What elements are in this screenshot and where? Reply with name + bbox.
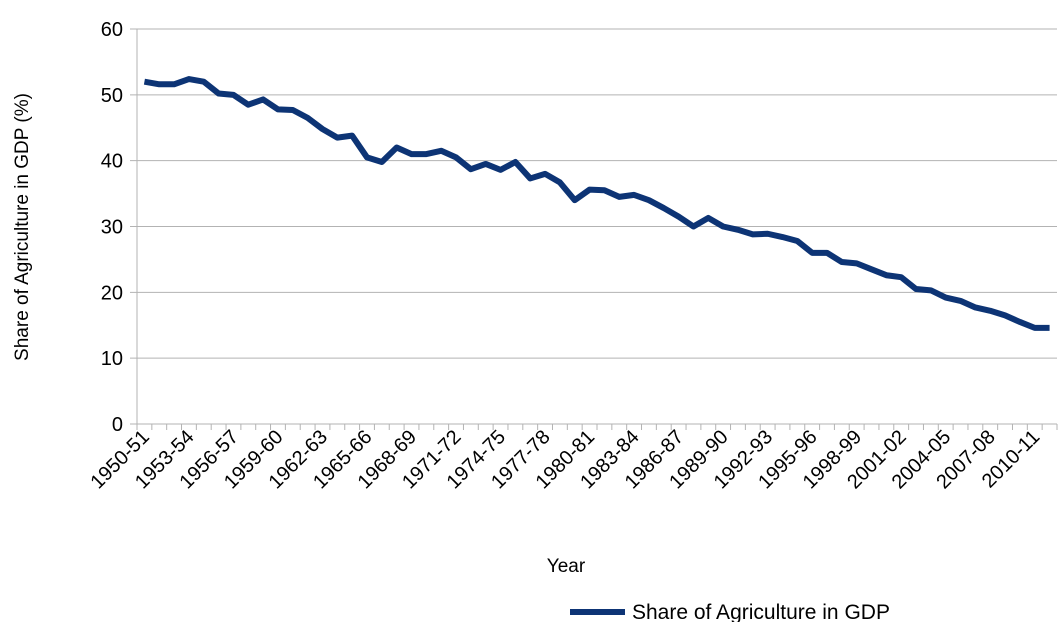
y-tick-label: 50 bbox=[101, 85, 123, 107]
y-tick-label: 20 bbox=[101, 282, 123, 304]
x-axis-label: Year bbox=[547, 556, 586, 577]
legend-label: Share of Agriculture in GDP bbox=[632, 601, 890, 622]
y-tick-label: 60 bbox=[101, 19, 123, 41]
y-axis-label: Share of Agriculture in GDP (%) bbox=[12, 93, 33, 361]
y-tick-label: 0 bbox=[112, 414, 123, 436]
y-tick-label: 30 bbox=[101, 217, 123, 239]
data-line bbox=[143, 76, 1050, 331]
y-tick-label: 40 bbox=[101, 151, 123, 173]
y-tick-label: 10 bbox=[101, 348, 123, 370]
